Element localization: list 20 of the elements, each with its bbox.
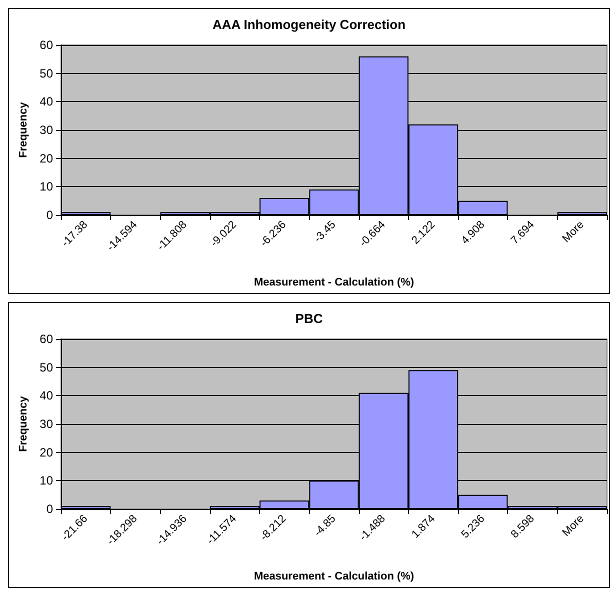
chart-title: PBC [295, 311, 324, 326]
y-tick-label: 10 [40, 474, 54, 488]
x-axis-title: Measurement - Calculation (%) [254, 276, 414, 288]
y-tick-label: 40 [40, 388, 54, 403]
y-tick-label: 10 [40, 180, 54, 194]
y-tick-label: 50 [40, 360, 54, 374]
y-tick-label: 60 [40, 38, 54, 52]
y-tick-label: 30 [40, 417, 54, 431]
y-tick-label: 20 [40, 445, 54, 460]
y-tick-label: 60 [40, 332, 54, 346]
y-axis-title: Frequency [17, 395, 30, 452]
x-axis-title: Measurement - Calculation (%) [254, 570, 414, 582]
chart-title: AAA Inhomogeneity Correction [212, 17, 406, 32]
y-axis-title: Frequency [17, 101, 30, 158]
y-tick-label: 50 [40, 66, 54, 80]
y-tick-label: 30 [40, 123, 54, 137]
y-tick-label: 0 [46, 502, 54, 516]
y-tick-label: 0 [46, 208, 54, 222]
y-tick-label: 40 [40, 94, 54, 109]
y-tick-label: 20 [40, 151, 54, 166]
